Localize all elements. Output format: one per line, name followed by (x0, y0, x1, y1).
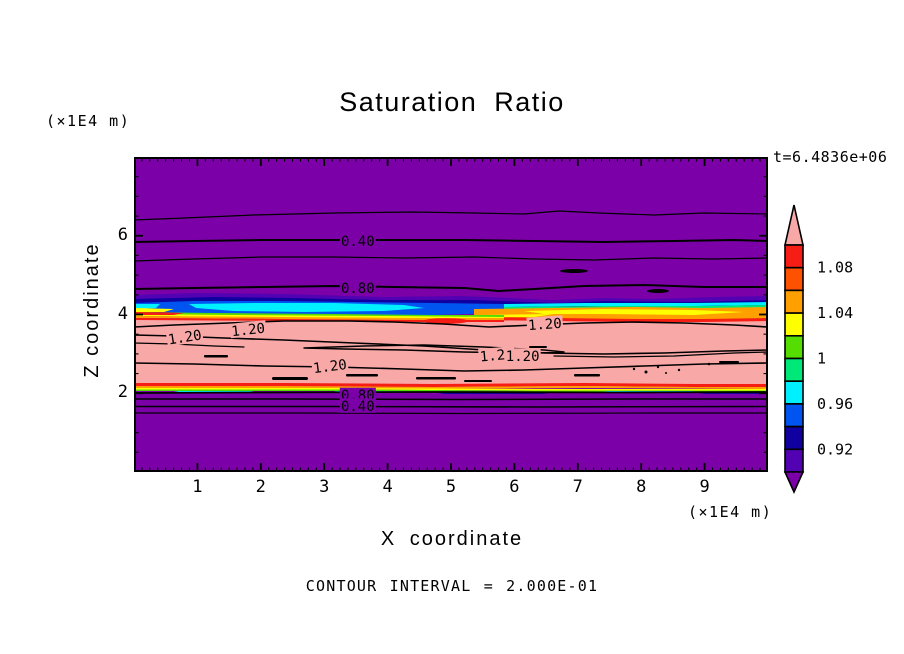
colorbar-segment-cyan (784, 380, 804, 405)
band-cyan-blob (189, 303, 424, 312)
colorbar: 1.08 1.04 1 0.96 0.92 (783, 204, 853, 494)
colorbar-label: 1 (817, 350, 826, 368)
colorbar-label: 0.96 (817, 395, 853, 413)
contour-label: 0.40 (339, 233, 376, 250)
fill-bands (134, 157, 768, 472)
colorbar-segment-orange_red (784, 266, 804, 292)
z-axis-unit-label: (×1E4 m) (46, 112, 131, 130)
band-cyan-sliver-right (504, 302, 768, 307)
colorbar-under-arrow (783, 471, 805, 494)
band-red-stripe-left (134, 318, 504, 322)
colorbar-segment-orange (784, 289, 804, 314)
band-green-stripe-left (134, 312, 504, 317)
band-yellow-streak-right (524, 309, 744, 315)
plot-border (134, 157, 768, 472)
svg-text:1.20: 1.20 (312, 357, 347, 377)
x-tick-label: 4 (382, 477, 393, 497)
z-tick-label: 2 (117, 382, 128, 403)
x-axis-unit-label: (×1E4 m) (688, 503, 773, 521)
svg-text:1.20: 1.20 (528, 316, 563, 334)
colorbar-segment-yellow (784, 312, 804, 337)
contour-label: 1.20 (504, 348, 541, 365)
band-pink-core (134, 319, 768, 388)
svg-text:1.20: 1.20 (231, 321, 266, 340)
z-tick-label: 4 (117, 303, 128, 324)
band-cyan-left-edge (134, 304, 160, 309)
svg-text:0.40: 0.40 (341, 234, 375, 250)
colorbar-label: 0.92 (817, 440, 853, 458)
contour-plot: 0.400.801.20 1.20 1.201.201.201.200.800.40 (134, 157, 768, 472)
band-red-blob (424, 318, 468, 324)
colorbar-segment-green (784, 335, 804, 360)
x-tick-label: 6 (509, 477, 520, 497)
contour-label-layer: 0.400.801.20 1.20 1.201.201.201.200.800.40 (165, 233, 564, 415)
band-yellow-stripe-bottom (134, 388, 768, 391)
z-tick-label: 6 (117, 224, 128, 245)
x-tick-label: 7 (572, 477, 583, 497)
band-yellow-stripe-left (134, 314, 504, 318)
x-tick-label: 3 (319, 477, 330, 497)
contour-label: 1.20 (165, 326, 204, 348)
colorbar-label: 1.04 (817, 304, 853, 322)
x-tick-label: 9 (699, 477, 710, 497)
svg-text:1.20: 1.20 (167, 327, 203, 348)
plot-title: Saturation Ratio (339, 87, 565, 117)
svg-text:1.20: 1.20 (506, 349, 540, 365)
x-tick-label: 1 (192, 477, 203, 497)
svg-text:0.40: 0.40 (341, 399, 375, 415)
x-tick-label: 8 (636, 477, 647, 497)
colorbar-segment-navy (784, 425, 804, 451)
time-annotation: t=6.4836e+06 (773, 148, 888, 166)
colorbar-segment-blue (784, 403, 804, 428)
contour-interval-label: CONTOUR INTERVAL = 2.000E-01 (305, 577, 599, 595)
x-tick-label: 5 (445, 477, 457, 497)
colorbar-segment-dark_violet (784, 448, 804, 473)
contour-label: 1.20 (229, 320, 267, 340)
band-orange-stripe-left (134, 316, 504, 320)
contour-label: 1.20 (311, 356, 349, 377)
contour-label: 0.40 (339, 398, 376, 415)
contour-lines (134, 210, 768, 415)
svg-text:0.80: 0.80 (341, 281, 375, 297)
band-orange-stripe-bottom (134, 386, 768, 389)
colorbar-label: 1.08 (817, 259, 853, 277)
colorbar-segment-red (784, 244, 804, 269)
x-tick-label: 2 (255, 477, 266, 497)
colorbar-over-arrow (784, 204, 804, 246)
contour-label: 0.80 (339, 280, 376, 297)
x-axis-title: X coordinate (380, 528, 524, 550)
contour-label: 1.20 (526, 315, 564, 334)
band-red-patch-far-left (134, 312, 184, 315)
band-yellow-patch-far-left (134, 308, 174, 312)
colorbar-segment-spring_green (784, 357, 804, 383)
band-red-stripe-bottom (134, 383, 768, 387)
